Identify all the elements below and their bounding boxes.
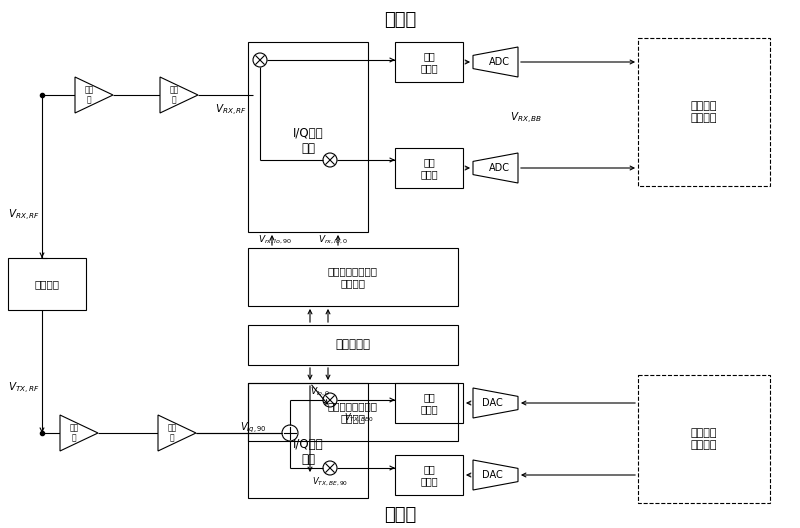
- Polygon shape: [473, 153, 518, 183]
- Bar: [248, 383, 458, 441]
- Text: ADC: ADC: [489, 57, 510, 67]
- Text: 低通
滤波器: 低通 滤波器: [420, 157, 438, 179]
- Text: 放大
器: 放大 器: [70, 423, 78, 442]
- Text: $V_{RX,RF}$: $V_{RX,RF}$: [8, 208, 40, 222]
- Text: $V_{TX,BE0}$: $V_{TX,BE0}$: [344, 412, 374, 424]
- Bar: [248, 42, 368, 232]
- Text: $V_{TX,RF}$: $V_{TX,RF}$: [8, 381, 39, 395]
- Bar: [395, 383, 463, 423]
- Text: 低通
滤波器: 低通 滤波器: [420, 464, 438, 486]
- Polygon shape: [473, 460, 518, 490]
- Bar: [395, 42, 463, 82]
- Bar: [638, 375, 770, 503]
- Text: $V_{RX,BB}$: $V_{RX,BB}$: [510, 110, 542, 126]
- Text: $V_{TX,BE,90}$: $V_{TX,BE,90}$: [312, 476, 348, 488]
- Polygon shape: [60, 415, 98, 451]
- Text: 低通
滤波器: 低通 滤波器: [420, 392, 438, 414]
- Text: 时钟发生器: 时钟发生器: [335, 338, 370, 352]
- Text: 发射器时钟移相的
移相网络: 发射器时钟移相的 移相网络: [328, 401, 378, 423]
- Bar: [395, 455, 463, 495]
- Text: ADC: ADC: [489, 163, 510, 173]
- Bar: [638, 38, 770, 186]
- Text: I/Q正交
调制: I/Q正交 调制: [293, 438, 323, 466]
- Text: 放大
器: 放大 器: [167, 423, 177, 442]
- Text: 接收端: 接收端: [384, 11, 416, 29]
- Text: $V_{Iq,90}$: $V_{Iq,90}$: [240, 421, 266, 435]
- Text: $V_{rx,lo,90}$: $V_{rx,lo,90}$: [258, 234, 292, 246]
- Polygon shape: [473, 47, 518, 77]
- Text: DAC: DAC: [482, 470, 502, 480]
- Bar: [248, 248, 458, 306]
- Polygon shape: [160, 77, 198, 113]
- Bar: [248, 325, 458, 365]
- Text: 放大
器: 放大 器: [84, 86, 94, 105]
- Text: 低通
滤波器: 低通 滤波器: [420, 51, 438, 73]
- Bar: [8, 258, 86, 310]
- Text: 接收数字
基带信号: 接收数字 基带信号: [690, 101, 718, 123]
- Text: 衰减网络: 衰减网络: [34, 279, 59, 289]
- Text: $V_{lo,0}$: $V_{lo,0}$: [310, 386, 330, 398]
- Text: DAC: DAC: [482, 398, 502, 408]
- Bar: [248, 383, 368, 498]
- Text: $V_{rx,lo,0}$: $V_{rx,lo,0}$: [318, 234, 348, 246]
- Text: 接收器时钟移相的
移相网络: 接收器时钟移相的 移相网络: [328, 266, 378, 288]
- Text: 放大
器: 放大 器: [170, 86, 178, 105]
- Polygon shape: [158, 415, 196, 451]
- Text: 发射端: 发射端: [384, 506, 416, 524]
- Polygon shape: [75, 77, 113, 113]
- Bar: [395, 148, 463, 188]
- Text: I/Q正交
解调: I/Q正交 解调: [293, 127, 323, 155]
- Text: $V_{RX,RF}$: $V_{RX,RF}$: [215, 102, 247, 118]
- Text: 发射数字
基带信号: 发射数字 基带信号: [690, 428, 718, 450]
- Polygon shape: [473, 388, 518, 418]
